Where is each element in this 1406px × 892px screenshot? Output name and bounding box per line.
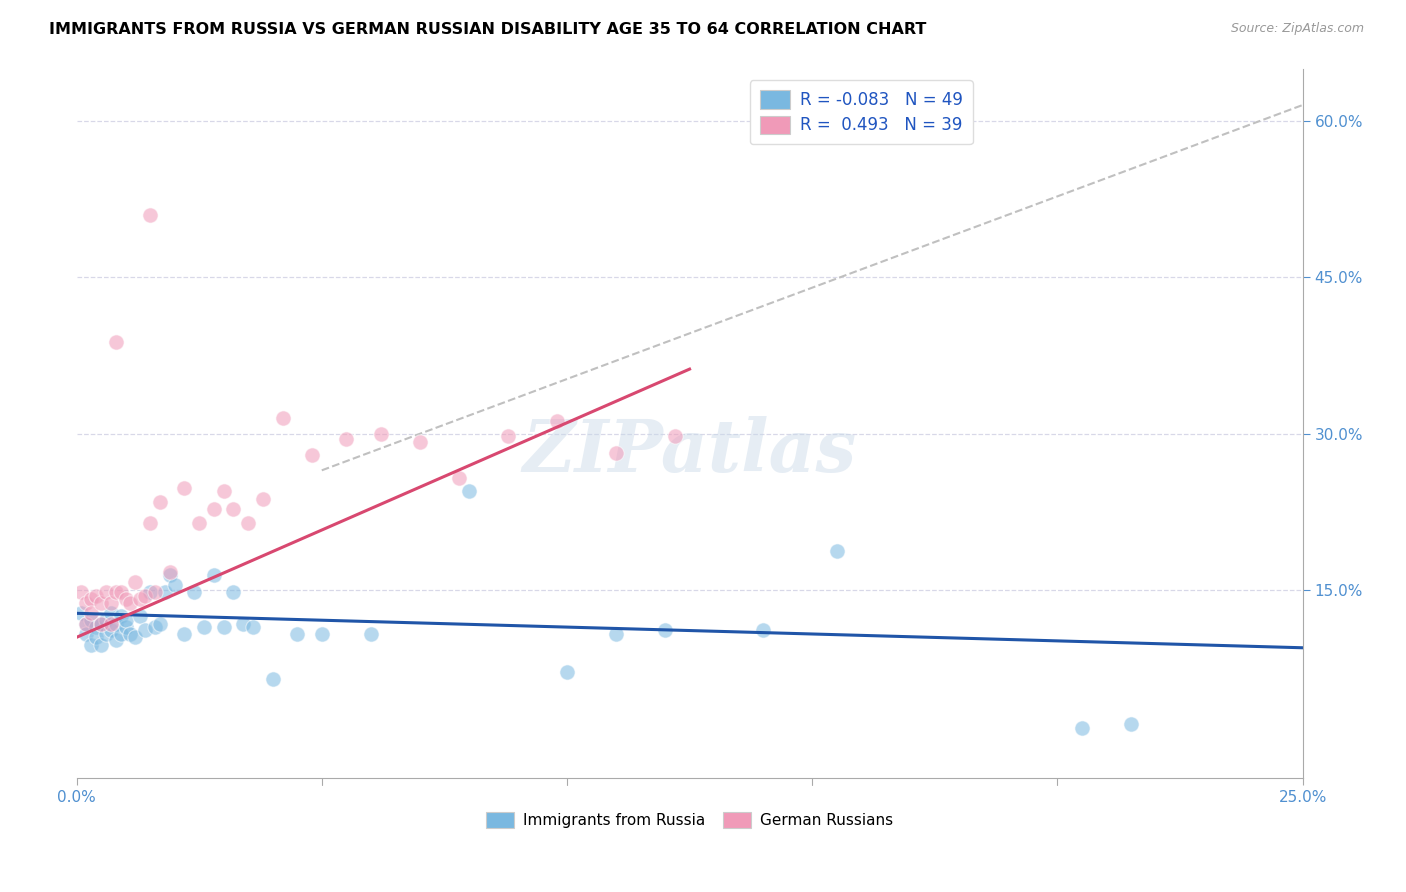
Point — [80, 591, 103, 606]
Point — [104, 633, 127, 648]
Point — [188, 516, 211, 530]
Point — [360, 627, 382, 641]
Point — [409, 435, 432, 450]
Point — [90, 616, 112, 631]
Point — [100, 607, 122, 621]
Point — [104, 585, 127, 599]
Point — [149, 494, 172, 508]
Point — [153, 585, 176, 599]
Point — [173, 627, 195, 641]
Point — [193, 620, 215, 634]
Point — [110, 585, 132, 599]
Point — [129, 609, 152, 624]
Point — [605, 627, 627, 641]
Point — [139, 208, 162, 222]
Point — [546, 414, 568, 428]
Point — [84, 589, 107, 603]
Point — [605, 445, 627, 459]
Point — [457, 484, 479, 499]
Point — [149, 616, 172, 631]
Point — [301, 448, 323, 462]
Point — [173, 481, 195, 495]
Point — [335, 432, 357, 446]
Point — [159, 567, 181, 582]
Point — [654, 623, 676, 637]
Point — [120, 627, 142, 641]
Point — [271, 411, 294, 425]
Point — [114, 620, 136, 634]
Point — [114, 613, 136, 627]
Point — [80, 638, 103, 652]
Point — [163, 578, 186, 592]
Point — [120, 596, 142, 610]
Point — [75, 596, 97, 610]
Point — [100, 616, 122, 631]
Point — [139, 585, 162, 599]
Point — [80, 607, 103, 621]
Point — [238, 516, 260, 530]
Point — [100, 623, 122, 637]
Point — [311, 627, 333, 641]
Point — [143, 585, 166, 599]
Point — [70, 607, 93, 621]
Point — [110, 609, 132, 624]
Point — [134, 589, 156, 603]
Point — [100, 596, 122, 610]
Point — [222, 585, 245, 599]
Point — [94, 613, 117, 627]
Point — [222, 502, 245, 516]
Point — [124, 630, 146, 644]
Point — [124, 574, 146, 589]
Point — [104, 334, 127, 349]
Point — [104, 616, 127, 631]
Point — [84, 630, 107, 644]
Point — [94, 627, 117, 641]
Text: Source: ZipAtlas.com: Source: ZipAtlas.com — [1230, 22, 1364, 36]
Legend: Immigrants from Russia, German Russians: Immigrants from Russia, German Russians — [479, 805, 900, 834]
Point — [129, 591, 152, 606]
Point — [70, 585, 93, 599]
Point — [232, 616, 254, 631]
Point — [555, 665, 578, 679]
Point — [1119, 717, 1142, 731]
Point — [664, 429, 686, 443]
Point — [825, 543, 848, 558]
Point — [90, 638, 112, 652]
Point — [134, 623, 156, 637]
Point — [114, 591, 136, 606]
Point — [80, 613, 103, 627]
Point — [139, 516, 162, 530]
Point — [212, 484, 235, 499]
Point — [252, 491, 274, 506]
Text: ZIPatlas: ZIPatlas — [523, 417, 856, 487]
Point — [1070, 721, 1092, 735]
Point — [159, 565, 181, 579]
Point — [75, 616, 97, 631]
Text: IMMIGRANTS FROM RUSSIA VS GERMAN RUSSIAN DISABILITY AGE 35 TO 64 CORRELATION CHA: IMMIGRANTS FROM RUSSIA VS GERMAN RUSSIAN… — [49, 22, 927, 37]
Point — [752, 623, 775, 637]
Point — [242, 620, 264, 634]
Point — [84, 620, 107, 634]
Point — [143, 620, 166, 634]
Point — [202, 567, 225, 582]
Point — [496, 429, 519, 443]
Point — [370, 426, 392, 441]
Point — [212, 620, 235, 634]
Point — [202, 502, 225, 516]
Point — [285, 627, 308, 641]
Point — [90, 596, 112, 610]
Point — [75, 627, 97, 641]
Point — [94, 585, 117, 599]
Point — [90, 616, 112, 631]
Point — [75, 616, 97, 631]
Point — [262, 672, 284, 686]
Point — [449, 470, 471, 484]
Point — [183, 585, 205, 599]
Point — [110, 627, 132, 641]
